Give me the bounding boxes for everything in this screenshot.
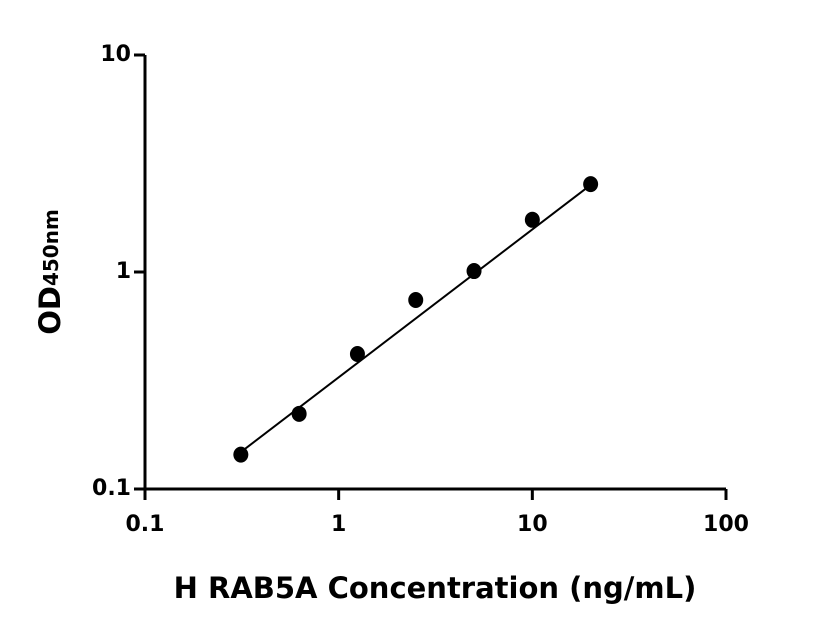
point xyxy=(524,211,540,228)
y-label-sub: 450nm xyxy=(39,209,63,286)
point xyxy=(408,291,424,308)
x-tick-label: 10 xyxy=(517,512,548,537)
point xyxy=(291,405,307,422)
point xyxy=(466,263,482,280)
point xyxy=(583,176,599,193)
point xyxy=(349,345,365,362)
x-axis-label: H RAB5A Concentration (ng/mL) xyxy=(174,571,697,605)
x-tick-label: 0.1 xyxy=(126,512,165,537)
x-tick-label: 1 xyxy=(331,512,346,537)
point xyxy=(233,446,249,463)
y-tick-label: 1 xyxy=(116,259,131,284)
y-tick-label: 10 xyxy=(100,42,131,67)
x-tick-label: 100 xyxy=(703,512,749,537)
y-tick-label: 0.1 xyxy=(92,476,131,501)
y-label-main: OD xyxy=(33,286,67,335)
y-axis-label: OD450nm xyxy=(33,209,67,335)
